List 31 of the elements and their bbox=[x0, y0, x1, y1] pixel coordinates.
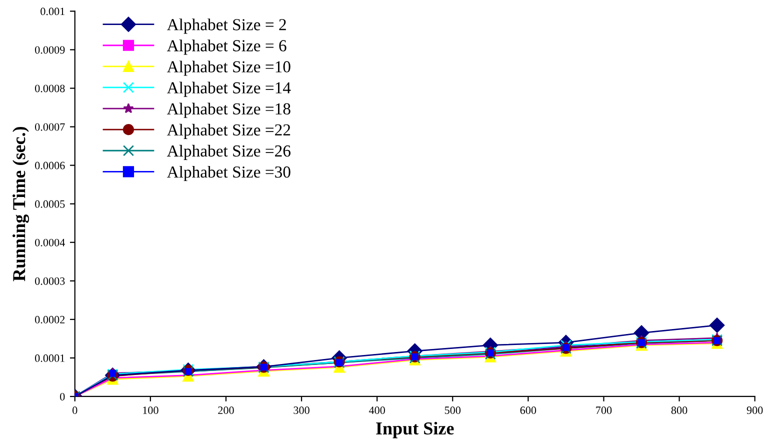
x-tick-label: 100 bbox=[143, 406, 158, 414]
legend-label: Alphabet Size =18 bbox=[166, 102, 290, 118]
legend-label: Alphabet Size = 6 bbox=[166, 40, 286, 55]
x-tick-label: 800 bbox=[671, 406, 688, 414]
x-tick-label: 700 bbox=[596, 406, 612, 414]
x-tick-label: 300 bbox=[294, 406, 310, 414]
x-tick-label: 0 bbox=[72, 406, 78, 414]
y-tick-label: 0.0009 bbox=[35, 46, 65, 54]
y-tick-label: 0.0004 bbox=[35, 238, 65, 246]
y-tick-label: 0.0001 bbox=[35, 354, 64, 362]
y-tick-label: 0.0005 bbox=[35, 200, 65, 208]
legend-label: Alphabet Size =26 bbox=[166, 144, 290, 160]
x-tick-label: 500 bbox=[444, 406, 461, 414]
legend-label: Alphabet Size =14 bbox=[166, 82, 291, 97]
x-tick-label: 600 bbox=[520, 406, 536, 414]
y-tick-label: 0.0002 bbox=[35, 316, 65, 324]
x-tick-label: 400 bbox=[368, 406, 385, 414]
x-tick-label: 200 bbox=[218, 406, 234, 414]
legend-label: Alphabet Size =30 bbox=[166, 166, 290, 182]
legend-label: Alphabet Size =22 bbox=[166, 124, 290, 139]
y-tick-label: 0.0006 bbox=[35, 162, 65, 170]
x-axis-title: Input Size bbox=[376, 422, 454, 438]
legend-label: Alphabet Size =10 bbox=[166, 60, 290, 76]
y-axis-title: Running Time (sec.) bbox=[12, 126, 30, 282]
y-tick-label: 0 bbox=[60, 392, 65, 400]
y-tick-label: 0.0003 bbox=[35, 277, 65, 285]
y-tick-label: 0.0007 bbox=[35, 123, 65, 131]
y-tick-label: 0.0008 bbox=[35, 84, 65, 92]
legend-label: Alphabet Size = 2 bbox=[166, 18, 286, 34]
x-tick-label: 900 bbox=[746, 406, 763, 414]
y-tick-label: 0.001 bbox=[40, 8, 64, 16]
